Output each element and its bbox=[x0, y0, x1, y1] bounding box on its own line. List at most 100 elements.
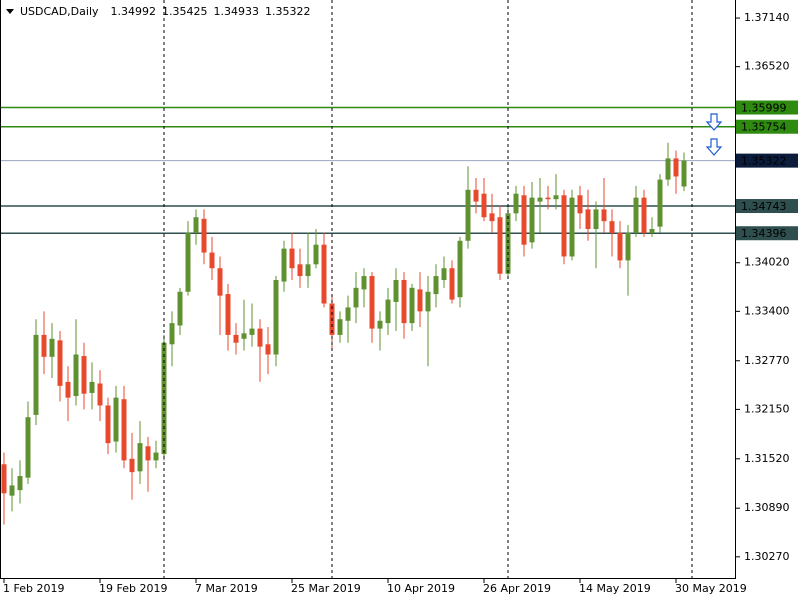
plot-area bbox=[0, 106, 736, 525]
candle-body bbox=[561, 195, 567, 257]
candle-body bbox=[273, 279, 279, 355]
y-tick-label: 1.36520 bbox=[744, 60, 790, 73]
price-level-tag bbox=[736, 199, 798, 214]
candle-body bbox=[193, 217, 199, 233]
candle-body bbox=[321, 244, 327, 304]
candle-body bbox=[177, 291, 183, 326]
x-tick-label: 25 Mar 2019 bbox=[291, 582, 361, 595]
candle-body bbox=[449, 268, 455, 300]
candle-body bbox=[433, 276, 439, 295]
candle-body bbox=[425, 291, 431, 312]
price-level-label: 1.34743 bbox=[741, 200, 787, 213]
candle-body bbox=[81, 356, 87, 394]
candle-body bbox=[265, 344, 271, 355]
y-tick-label: 1.30270 bbox=[744, 550, 790, 563]
candle-body bbox=[97, 383, 103, 406]
header-close: 1.35322 bbox=[265, 5, 311, 18]
candle-body bbox=[137, 443, 143, 472]
header-low: 1.34933 bbox=[214, 5, 260, 18]
candle-body bbox=[25, 417, 31, 478]
header-open: 1.34992 bbox=[111, 5, 157, 18]
candle-body bbox=[625, 232, 631, 261]
candle-body bbox=[289, 248, 295, 269]
arrow-icon bbox=[705, 113, 723, 156]
candle-body bbox=[313, 244, 319, 265]
candle-body bbox=[1, 464, 7, 494]
candle-body bbox=[337, 319, 343, 335]
candle-body bbox=[121, 399, 127, 461]
price-level-label: 1.35999 bbox=[741, 102, 787, 115]
candle-body bbox=[513, 193, 519, 214]
candle-body bbox=[33, 334, 39, 415]
candle-body bbox=[409, 287, 415, 324]
candle-body bbox=[353, 287, 359, 308]
price-level-label: 1.35322 bbox=[741, 155, 787, 168]
menu-triangle[interactable] bbox=[6, 9, 14, 14]
x-tick-label: 10 Apr 2019 bbox=[387, 582, 455, 595]
candle-body bbox=[633, 197, 639, 233]
price-level-tag bbox=[736, 226, 798, 241]
candle-body bbox=[369, 276, 375, 329]
candle-body bbox=[585, 209, 591, 230]
candle-body bbox=[673, 158, 679, 177]
candle-body bbox=[281, 248, 287, 282]
candle-body bbox=[609, 221, 615, 233]
candle-body bbox=[641, 197, 647, 233]
candle-body bbox=[153, 452, 159, 461]
header-high: 1.35425 bbox=[162, 5, 208, 18]
candle-body bbox=[49, 338, 55, 357]
candle-body bbox=[249, 328, 255, 335]
candle-body bbox=[457, 240, 463, 298]
candle-body bbox=[401, 279, 407, 324]
chart-header: USDCAD,Daily 1.34992 1.35425 1.34933 1.35322 bbox=[20, 5, 311, 18]
candle-body bbox=[225, 294, 231, 335]
price-level-tag bbox=[736, 153, 798, 168]
y-tick-label: 1.34020 bbox=[744, 256, 790, 269]
candle-body bbox=[385, 299, 391, 324]
candle-body bbox=[529, 197, 535, 243]
y-tick-label: 1.32770 bbox=[744, 354, 790, 367]
candle-body bbox=[185, 232, 191, 292]
candle-body bbox=[505, 213, 511, 274]
candle-body bbox=[169, 323, 175, 345]
price-level-tag bbox=[736, 119, 798, 134]
candle-body bbox=[569, 197, 575, 257]
x-tick-label: 30 May 2019 bbox=[675, 582, 747, 595]
x-tick-label: 7 Mar 2019 bbox=[195, 582, 258, 595]
candle-body bbox=[681, 160, 687, 187]
candle-body bbox=[233, 334, 239, 343]
candle-body bbox=[217, 268, 223, 296]
candle-body bbox=[649, 229, 655, 233]
candle-body bbox=[377, 320, 383, 329]
candle-body bbox=[41, 334, 47, 357]
symbol-title: USDCAD,Daily bbox=[20, 5, 99, 18]
price-level-label: 1.35754 bbox=[741, 121, 787, 134]
candle-body bbox=[73, 354, 79, 397]
candle-body bbox=[441, 268, 447, 280]
candle-body bbox=[113, 397, 119, 442]
y-tick-label: 1.33400 bbox=[744, 304, 790, 317]
candle-body bbox=[465, 189, 471, 241]
candle-body bbox=[201, 218, 207, 253]
candle-body bbox=[489, 213, 495, 222]
candle-body bbox=[129, 458, 135, 473]
candle-body bbox=[497, 217, 503, 274]
x-tick-label: 19 Feb 2019 bbox=[99, 582, 167, 595]
candle-body bbox=[417, 289, 423, 312]
candle-body bbox=[393, 279, 399, 302]
x-tick-label: 26 Apr 2019 bbox=[483, 582, 551, 595]
y-tick-label: 1.37140 bbox=[744, 11, 790, 24]
candle-body bbox=[57, 340, 63, 386]
candle-body bbox=[537, 197, 543, 202]
y-tick-label: 1.31520 bbox=[744, 452, 790, 465]
candle-body bbox=[257, 328, 263, 347]
price-level-label: 1.34396 bbox=[741, 227, 787, 240]
candle-body bbox=[657, 179, 663, 227]
candle-body bbox=[9, 485, 15, 496]
candle-body bbox=[617, 232, 623, 261]
candle-body bbox=[553, 195, 559, 200]
candle-body bbox=[593, 209, 599, 230]
candle-body bbox=[241, 333, 247, 339]
candle-body bbox=[89, 381, 95, 393]
